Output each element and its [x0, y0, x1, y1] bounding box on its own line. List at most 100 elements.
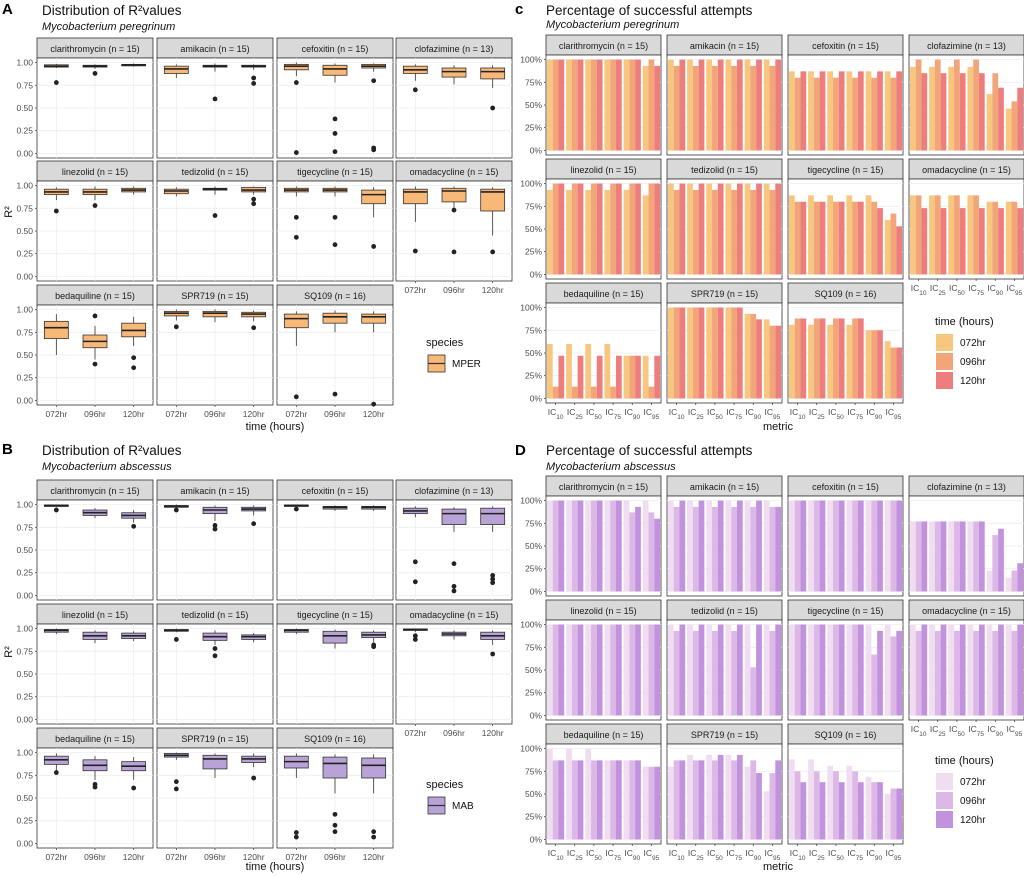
- bar-90-072hr: [865, 330, 872, 399]
- bar-95-072hr: [1005, 108, 1012, 151]
- bar-25-096hr: [571, 500, 578, 592]
- bar-50-072hr: [585, 624, 592, 716]
- facet-C-bedaquiline: bedaquiline (n = 15)0%25%50%75%100%IC10 I…: [520, 282, 662, 421]
- bar-25-120hr: [698, 183, 705, 275]
- bar-10-072hr: [667, 624, 674, 716]
- outlier-point: [490, 580, 496, 586]
- bar-95-120hr: [654, 624, 661, 716]
- outlier-point: [490, 573, 496, 578]
- facet-strip-label: linezolid (n = 15): [62, 610, 128, 620]
- bar-25-072hr: [808, 324, 814, 399]
- box-iqr: [480, 507, 506, 525]
- bar-25-120hr: [577, 500, 584, 592]
- outlier-point: [332, 242, 338, 248]
- facet-strip-label: bedaquiline (n = 15): [564, 289, 644, 299]
- bar-25-096hr: [813, 624, 820, 716]
- panel-D-xlabel: metric: [763, 861, 793, 873]
- outlier-point: [251, 521, 257, 527]
- bar-90-096hr: [629, 59, 636, 151]
- bar-95-072hr: [1005, 577, 1012, 592]
- facet-A-clarithromycin: clarithromycin (n = 15) 0.00 0.25 0.50 0.75 1…: [16, 37, 154, 158]
- bar-10-072hr: [667, 183, 674, 275]
- bar-50-120hr: [959, 521, 966, 592]
- box-072hr: [163, 752, 189, 792]
- bar-90-120hr: [635, 183, 641, 275]
- bar-50-072hr: [827, 500, 834, 592]
- bar-25-072hr: [687, 500, 693, 592]
- facet-strip-label: SQ109 (n = 16): [304, 291, 366, 301]
- bar-50-120hr: [596, 760, 603, 840]
- panel-B-legend: species MAB: [426, 779, 474, 815]
- outlier-point: [293, 214, 299, 220]
- bar-90-072hr: [986, 201, 993, 275]
- bar-75-072hr: [967, 624, 974, 716]
- bar-95-096hr: [769, 506, 776, 592]
- x-tick-label: 072hr: [285, 852, 307, 862]
- box-iqr: [283, 313, 309, 329]
- bar-75-096hr: [852, 624, 858, 716]
- facet-strip-label: omadacycline (n = 15): [922, 606, 1011, 616]
- box-iqr: [361, 189, 387, 205]
- outlier-point: [371, 644, 377, 650]
- bar-75-120hr: [857, 71, 864, 151]
- bar-75-096hr: [731, 307, 737, 399]
- x-tick-label: IC50: [949, 724, 965, 738]
- bar-50-096hr: [712, 630, 718, 716]
- y-tick-label: 25%: [525, 247, 542, 257]
- bar-95-120hr: [654, 65, 661, 151]
- y-tick-label: 0.75: [16, 646, 33, 656]
- box-096hr: [322, 754, 348, 835]
- bar-95-120hr: [896, 630, 903, 716]
- bar-10-096hr: [915, 59, 922, 151]
- outlier-point: [53, 80, 59, 85]
- bar-90-096hr: [992, 630, 999, 716]
- bar-75-120hr: [857, 624, 864, 716]
- bar-95-072hr: [884, 219, 891, 275]
- y-tick-label: 25%: [525, 564, 542, 574]
- facet-D-tigecycline: tigecycline (n = 15): [787, 599, 904, 721]
- bar-25-120hr: [698, 760, 705, 840]
- outlier-point: [451, 583, 457, 589]
- bar-75-096hr: [852, 318, 858, 399]
- outlier-point: [131, 355, 137, 361]
- bar-75-120hr: [736, 183, 743, 275]
- bar-50-120hr: [596, 183, 603, 275]
- bar-25-120hr: [819, 71, 826, 151]
- bar-95-096hr: [648, 766, 655, 840]
- box-072hr: [43, 628, 69, 634]
- facet-strip-label: omadacycline (n = 15): [922, 165, 1011, 175]
- legend-label-mab: MAB: [452, 801, 474, 812]
- facet-strip-label: SPR719 (n = 15): [181, 291, 248, 301]
- y-tick-label: 50%: [525, 348, 542, 358]
- y-tick-label: 25%: [525, 688, 542, 698]
- outlier-point: [173, 779, 179, 785]
- facet-D-cefoxitin: cefoxitin (n = 15): [787, 475, 904, 597]
- box-072hr: [43, 187, 69, 214]
- box-120hr: [241, 505, 267, 527]
- bar-25-120hr: [577, 59, 584, 151]
- panel-C-legend: time (hours) 072hr 096hr 120hr: [935, 316, 994, 389]
- bar-10-072hr: [546, 500, 553, 592]
- bar-90-120hr: [998, 87, 1004, 151]
- outlier-point: [412, 559, 418, 565]
- facet-strip-label: SQ109 (n = 16): [304, 734, 366, 744]
- bar-25-096hr: [571, 624, 578, 716]
- panel-A-header: A Distribution of R²values Mycobacterium…: [2, 1, 182, 33]
- bar-75-096hr: [852, 771, 858, 840]
- bar-10-072hr: [909, 195, 916, 275]
- bar-25-120hr: [819, 624, 826, 716]
- outlier-point: [212, 646, 218, 651]
- bar-10-120hr: [679, 500, 686, 592]
- box-072hr: [402, 186, 428, 254]
- bar-75-120hr: [978, 624, 985, 716]
- facet-strip-label: amikacin (n = 15): [180, 44, 249, 54]
- box-072hr: [163, 187, 189, 197]
- x-tick-label: 072hr: [404, 285, 426, 295]
- y-tick-label: 0.25: [16, 816, 33, 826]
- facet-B-spr719: SPR719 (n = 15) 072hr 096hr 120hr: [156, 727, 274, 862]
- bar-75-072hr: [604, 760, 611, 840]
- x-tick-label: IC95: [1007, 724, 1023, 738]
- y-tick-label: 0%: [530, 393, 543, 403]
- bar-25-072hr: [808, 759, 814, 840]
- bar-90-096hr: [992, 535, 999, 592]
